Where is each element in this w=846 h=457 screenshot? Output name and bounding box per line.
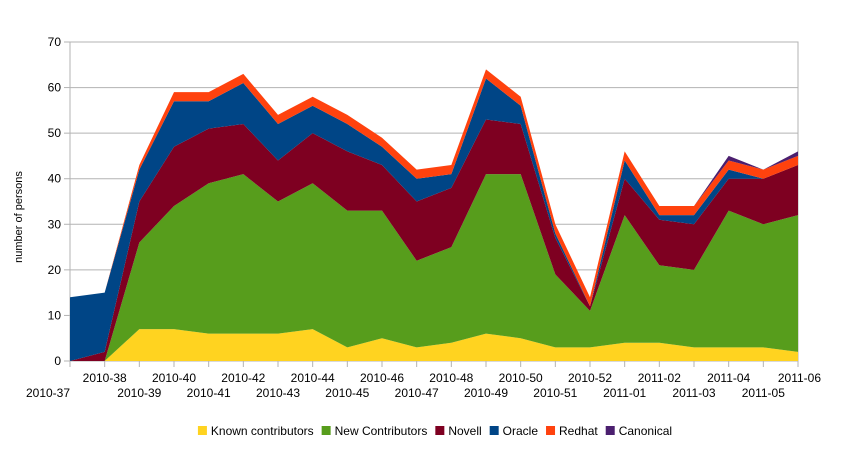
legend-swatch-new-contributors (321, 426, 331, 435)
x-tick-label: 2010-38 (83, 371, 127, 385)
area-layer (70, 69, 798, 362)
x-tick-label: 2010-48 (429, 371, 473, 385)
x-tick-label: 2010-37 (26, 386, 70, 400)
x-tick-label: 2010-51 (533, 386, 577, 400)
y-axis-title: number of persons (13, 171, 25, 263)
y-tick-label: 10 (48, 308, 62, 322)
x-tick-label: 2011-03 (672, 386, 715, 400)
y-tick-label: 30 (48, 217, 62, 231)
x-tick-label: 2011-04 (707, 371, 750, 385)
x-tick-label: 2011-06 (778, 371, 821, 385)
y-tick-label: 60 (48, 81, 62, 95)
x-tick-label: 2010-42 (221, 371, 265, 385)
y-tick-label: 0 (54, 354, 61, 368)
legend: Known contributors New Contributors Novell… (197, 424, 672, 438)
legend-swatch-canonical (605, 426, 615, 435)
legend-swatch-redhat (546, 426, 556, 435)
x-tick-label: 2010-41 (187, 386, 231, 400)
x-tick-label: 2010-39 (117, 386, 161, 400)
x-tick-label: 2010-46 (360, 371, 404, 385)
x-tick-label: 2011-01 (603, 386, 646, 400)
legend-label-novell: Novell (448, 424, 481, 438)
legend-swatch-novell (435, 426, 445, 435)
x-tick-label: 2010-50 (499, 371, 543, 385)
legend-swatch-known-contributors (197, 426, 207, 435)
x-tick-label: 2011-02 (638, 371, 681, 385)
x-tick-label: 2010-49 (464, 386, 508, 400)
x-tick-label: 2010-40 (152, 371, 196, 385)
area-series-new-contributors (70, 174, 798, 361)
legend-label-new-contributors: New Contributors (335, 424, 428, 438)
x-tick-label: 2010-47 (395, 386, 439, 400)
x-tick-label: 2010-45 (325, 386, 369, 400)
y-tick-label: 50 (48, 126, 62, 140)
area-series-novell (70, 119, 798, 361)
y-tick-label: 40 (48, 172, 62, 186)
legend-label-oracle: Oracle (503, 424, 539, 438)
x-tick-label: 2010-43 (256, 386, 300, 400)
x-tick-label: 2010-52 (568, 371, 612, 385)
axis-layer: 0102030405060702010-372010-382010-392010… (26, 35, 821, 400)
legend-label-redhat: Redhat (559, 424, 598, 438)
legend-label-canonical: Canonical (619, 424, 672, 438)
legend-label-known-contributors: Known contributors (211, 424, 314, 438)
legend-swatch-oracle (489, 426, 499, 435)
x-tick-label: 2010-44 (291, 371, 335, 385)
y-tick-label: 70 (48, 35, 62, 49)
x-tick-label: 2011-05 (742, 386, 785, 400)
y-tick-label: 20 (48, 263, 62, 277)
